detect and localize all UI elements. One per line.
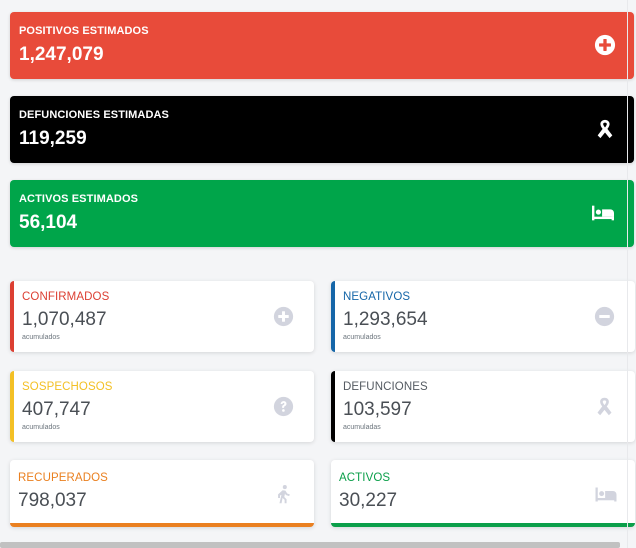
card-sublabel: acumulados [343,334,381,341]
card-activos-estimados: ACTIVOS ESTIMADOS 56,104 [10,180,634,247]
card-value: 30,227 [339,490,398,511]
bed-icon [595,487,617,502]
walking-person-icon [278,485,290,504]
card-label: POSITIVOS ESTIMADOS [19,25,149,37]
card-value: 1,293,654 [343,309,428,330]
card-sospechosos: SOSPECHOSOS 407,747 acumulados [10,371,314,442]
card-value: 119,259 [19,128,87,149]
ribbon-icon [597,397,612,416]
card-value: 407,747 [22,399,91,420]
card-activos: ACTIVOS 30,227 [331,460,635,527]
card-value: 56,104 [19,212,78,233]
card-value: 103,597 [343,399,412,420]
card-label: DEFUNCIONES ESTIMADAS [19,109,169,121]
card-label: ACTIVOS ESTIMADOS [19,193,139,205]
minus-circle-icon [594,306,615,327]
page-edge-divider [627,0,628,548]
plus-circle-icon [273,306,294,327]
card-label: RECUPERADOS [18,472,108,484]
card-recuperados: RECUPERADOS 798,037 [10,460,314,527]
card-label: ACTIVOS [339,472,391,484]
card-defunciones-estimadas: DEFUNCIONES ESTIMADAS 119,259 [10,96,634,163]
plus-circle-icon [594,34,616,56]
bed-icon [592,205,614,221]
card-positivos-estimados: POSITIVOS ESTIMADOS 1,247,079 [10,12,634,79]
card-value: 1,247,079 [19,44,104,65]
card-label: NEGATIVOS [343,291,411,303]
card-defunciones: DEFUNCIONES 103,597 acumuladas [331,371,635,442]
card-label: CONFIRMADOS [22,291,110,303]
card-negativos: NEGATIVOS 1,293,654 acumulados [331,281,635,352]
card-confirmados: CONFIRMADOS 1,070,487 acumulados [10,281,314,352]
card-label: DEFUNCIONES [343,381,428,393]
card-sublabel: acumulados [22,424,60,431]
question-circle-icon [273,396,294,417]
horizontal-scrollbar[interactable] [0,542,620,548]
card-sublabel: acumulados [22,334,60,341]
card-value: 798,037 [18,490,87,511]
ribbon-icon [597,119,613,139]
card-sublabel: acumuladas [343,424,381,431]
card-label: SOSPECHOSOS [22,381,113,393]
card-value: 1,070,487 [22,309,107,330]
